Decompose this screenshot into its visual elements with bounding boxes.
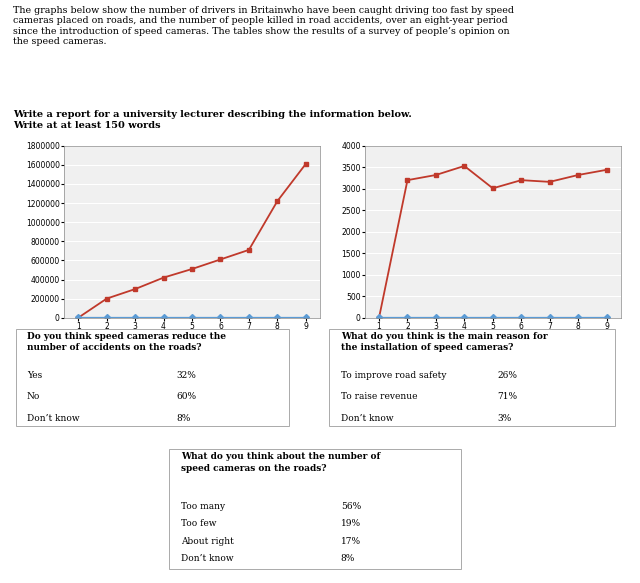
Text: Too many: Too many — [182, 501, 225, 511]
Text: 8%: 8% — [341, 554, 355, 563]
Text: 32%: 32% — [176, 371, 196, 380]
Text: Do you think speed cameras reduce the
number of accidents on the roads?: Do you think speed cameras reduce the nu… — [27, 332, 226, 352]
FancyBboxPatch shape — [15, 329, 289, 427]
Text: No: No — [27, 392, 40, 401]
Text: Yes: Yes — [27, 371, 42, 380]
Text: 8%: 8% — [176, 414, 191, 423]
FancyBboxPatch shape — [330, 329, 615, 427]
Text: 3%: 3% — [497, 414, 511, 423]
Text: 71%: 71% — [497, 392, 517, 401]
FancyBboxPatch shape — [170, 448, 461, 569]
Text: To improve road safety: To improve road safety — [341, 371, 447, 380]
Text: 19%: 19% — [341, 519, 361, 528]
Text: 26%: 26% — [497, 371, 517, 380]
Text: Don’t know: Don’t know — [27, 414, 79, 423]
Text: To raise revenue: To raise revenue — [341, 392, 418, 401]
Text: What do you think about the number of
speed cameras on the roads?: What do you think about the number of sp… — [182, 452, 381, 473]
Text: 17%: 17% — [341, 537, 361, 546]
Text: What do you think is the main reason for
the installation of speed cameras?: What do you think is the main reason for… — [341, 332, 548, 352]
Text: About right: About right — [182, 537, 234, 546]
Text: Don’t know: Don’t know — [182, 554, 234, 563]
Text: Write a report for a university lecturer describing the information below.
Write: Write a report for a university lecturer… — [13, 110, 412, 130]
Text: The graphs below show the number of drivers in Britainwho have been caught drivi: The graphs below show the number of driv… — [13, 6, 514, 46]
Text: Don’t know: Don’t know — [341, 414, 394, 423]
Text: 56%: 56% — [341, 501, 361, 511]
Text: 60%: 60% — [176, 392, 196, 401]
Text: Too few: Too few — [182, 519, 217, 528]
